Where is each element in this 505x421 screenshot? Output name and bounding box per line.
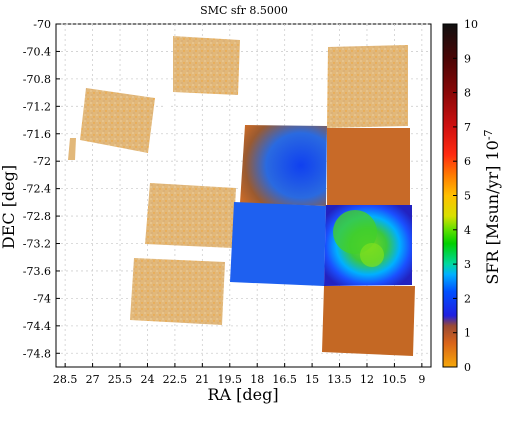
y-axis-label: DEC [deg]	[0, 165, 18, 249]
peak-region-2	[360, 243, 384, 267]
colorbar-tick-label: 5	[464, 190, 471, 203]
x-tick-label: 28.5	[53, 373, 78, 386]
x-tick-label: 24	[140, 373, 154, 386]
x-axis-label: RA [deg]	[207, 385, 278, 404]
tile-gap	[164, 84, 171, 110]
colorbar-label-text: SFR [Msun/yr] 10	[483, 140, 502, 284]
colorbar-tick-label: 2	[464, 292, 471, 305]
tile-nw	[80, 88, 155, 153]
x-tick-label: 19.5	[218, 373, 243, 386]
tile-ne	[327, 45, 408, 128]
tile-n-center	[173, 36, 240, 95]
colorbar-tick-label: 8	[464, 87, 471, 100]
y-tick-label: -70.4	[23, 45, 51, 58]
x-tick-label: 21	[195, 373, 209, 386]
y-tick-label: -74.8	[23, 347, 51, 360]
data-tiles	[68, 36, 415, 356]
colorbar-tick-label: 6	[464, 155, 471, 168]
y-tick-label: -70.8	[23, 73, 51, 86]
x-tick-label: 12	[360, 373, 374, 386]
x-tick-label: 10.5	[382, 373, 407, 386]
tile-sw	[130, 258, 225, 325]
tile-core-west	[240, 125, 327, 206]
colorbar-label: SFR [Msun/yr] 10-7	[482, 129, 502, 284]
x-tick-label: 15	[305, 373, 319, 386]
x-tick-label: 22.5	[163, 373, 188, 386]
colorbar-tick-labels: 0 1 2 3 4 5 6 7 8 9 10	[453, 18, 478, 374]
tile-core-south	[230, 202, 326, 286]
tile-w	[145, 183, 236, 248]
x-tick-label: 13.5	[327, 373, 352, 386]
colorbar-tick-label: 3	[464, 258, 471, 271]
x-tick-label: 27	[86, 373, 100, 386]
colorbar-tick-label: 1	[464, 327, 471, 340]
y-tick-label: -71.6	[23, 128, 51, 141]
colorbar-tick-label: 0	[464, 361, 471, 374]
y-tick-label: -71.2	[23, 100, 51, 113]
y-tick-label: -73.6	[23, 265, 51, 278]
y-tick-label: -72.8	[23, 210, 51, 223]
colorbar-tick-label: 4	[464, 224, 471, 237]
y-tick-labels: -70 -70.4 -70.8 -71.2 -71.6 -72 -72.4 -72.8 -73.…	[23, 18, 51, 360]
peak-region	[333, 210, 377, 254]
x-tick-label: 25.5	[108, 373, 133, 386]
y-tick-label: -74	[33, 292, 51, 305]
colorbar: 0 1 2 3 4 5 6 7 8 9 10 SFR [Msun/yr] 10-7	[442, 18, 502, 374]
colorbar-exponent: -7	[482, 129, 495, 140]
y-tick-label: -70	[33, 18, 51, 31]
plot-area	[55, 23, 432, 368]
x-tick-label: 18	[250, 373, 264, 386]
colorbar-tick-label: 7	[464, 121, 471, 134]
y-tick-label: -73.2	[23, 238, 51, 251]
tile-ne-lower	[327, 128, 410, 205]
x-tick-labels: 28.5 27 25.5 24 22.5 21 19.5 18 16.5 15 13.5 12 10.5…	[53, 373, 425, 386]
y-tick-label: -72.4	[23, 183, 51, 196]
tile-nw-tab	[68, 138, 76, 160]
x-tick-label: 9	[418, 373, 425, 386]
y-tick-label: -72	[33, 155, 51, 168]
x-tick-label: 16.5	[272, 373, 297, 386]
colorbar-tick-label: 9	[464, 52, 471, 65]
chart-title: SMC sfr 8.5000	[200, 4, 288, 17]
y-tick-label: -74.4	[23, 320, 51, 333]
tile-se	[322, 286, 415, 356]
colorbar-tick-label: 10	[464, 18, 478, 31]
